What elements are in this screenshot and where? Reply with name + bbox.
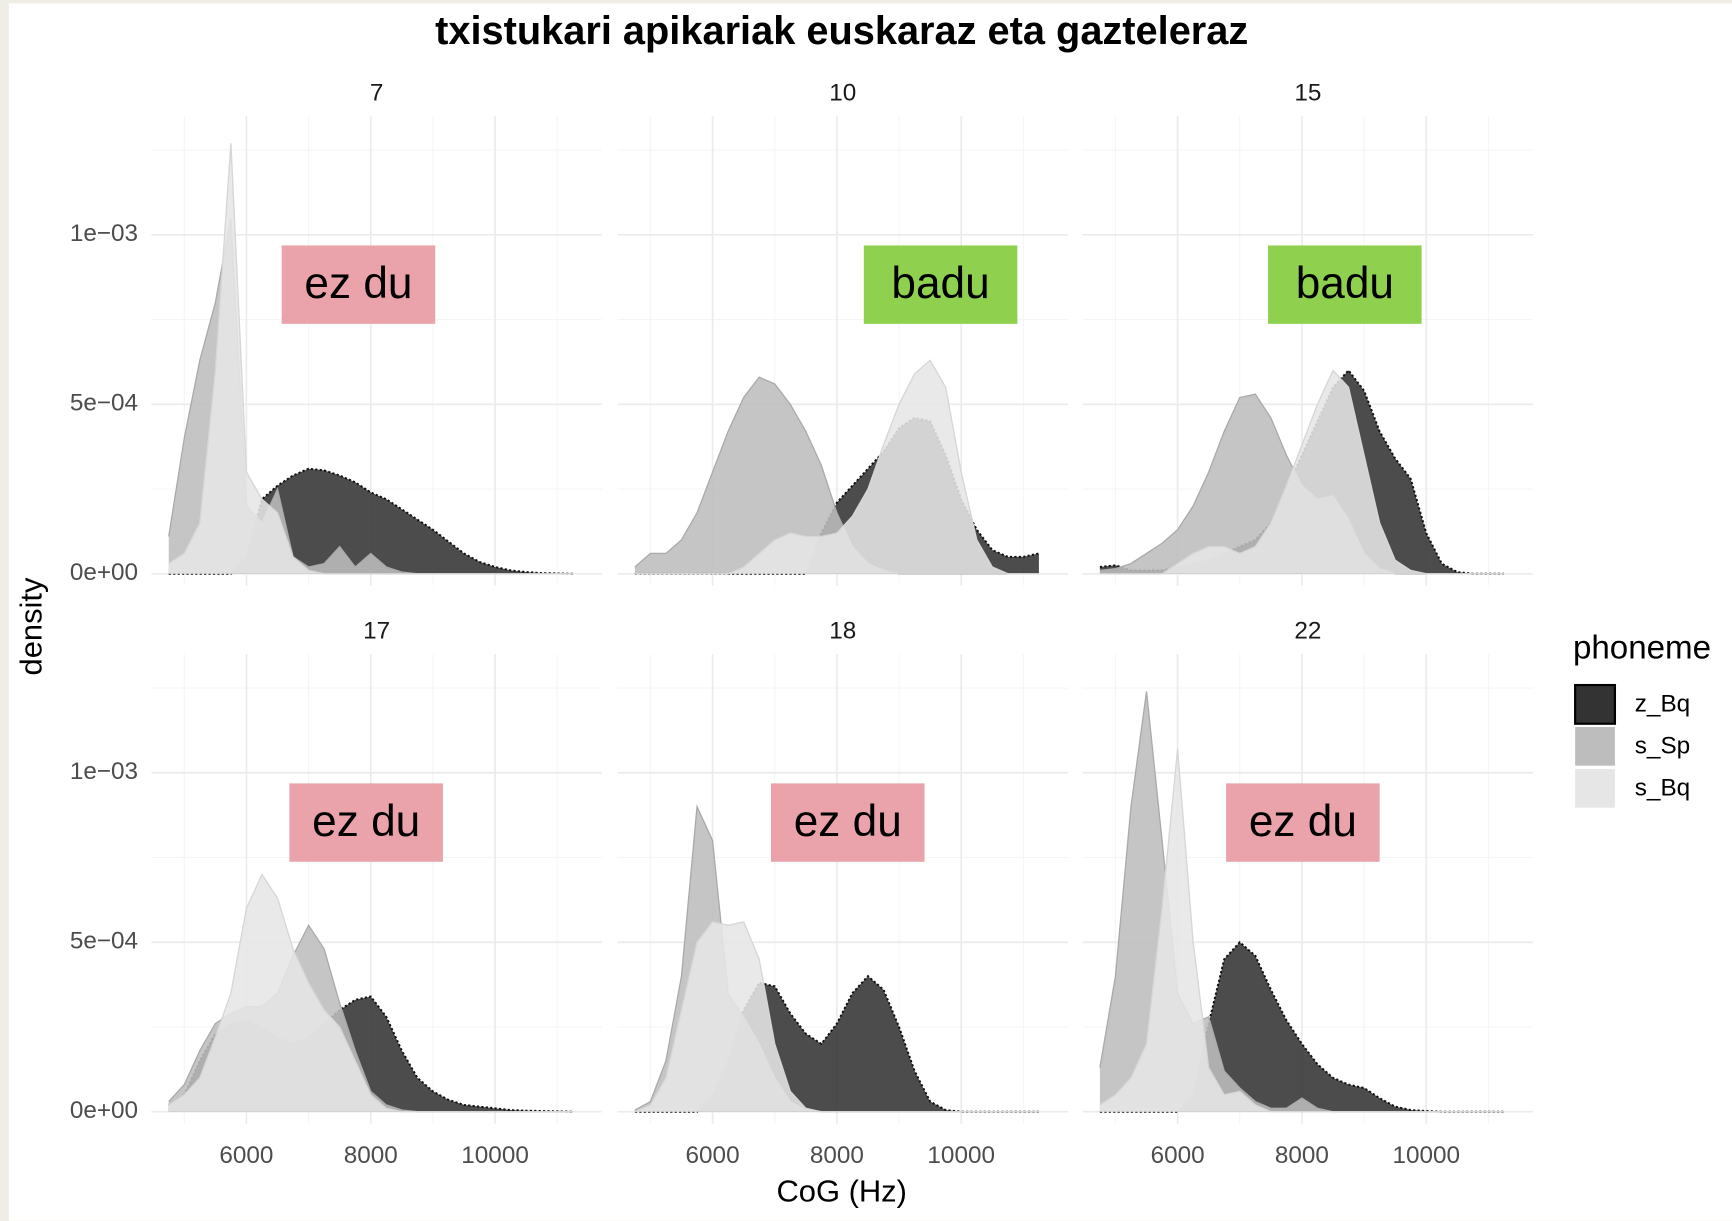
x-tick-label: 8000	[810, 1142, 864, 1169]
area-fill	[168, 143, 573, 574]
annotation-box	[1226, 783, 1380, 862]
annotation-box	[281, 245, 436, 324]
y-tick-label: 5e−04	[70, 390, 138, 417]
y-tick-label: 5e−04	[70, 928, 138, 955]
chart-title: txistukari apikariak euskaraz eta gaztel…	[435, 9, 1248, 53]
area-fill	[1099, 749, 1504, 1112]
x-tick-label: 8000	[344, 1142, 398, 1169]
legend-key	[1575, 727, 1615, 766]
legend-title: phoneme	[1573, 629, 1711, 666]
facet-title: 22	[1294, 617, 1321, 644]
annotation: badu	[1296, 259, 1394, 308]
annotation: ez du	[304, 259, 412, 308]
density-line	[1099, 369, 1504, 575]
density-line	[634, 376, 1039, 575]
facet-title: 7	[370, 80, 384, 107]
x-tick-label: 10000	[1392, 1142, 1460, 1169]
x-tick-label: 6000	[219, 1142, 273, 1169]
area-fill	[168, 874, 573, 1112]
density-line	[168, 873, 573, 1113]
annotation: ez du	[312, 797, 420, 846]
area-fill	[1099, 394, 1504, 574]
density-line	[634, 359, 1039, 575]
y-tick-label: 0e+00	[70, 1097, 138, 1124]
density-line	[168, 143, 573, 575]
annotation-box	[1268, 245, 1422, 324]
area-fill	[634, 921, 1039, 1112]
x-axis-label: CoG (Hz)	[776, 1173, 907, 1208]
legend-label: s_Sp	[1635, 732, 1690, 759]
y-tick-label: 1e−03	[70, 220, 138, 247]
annotation: ez du	[1249, 797, 1357, 846]
legend-key	[1575, 769, 1615, 808]
density-line	[1099, 748, 1504, 1113]
legend-label: z_Bq	[1635, 690, 1690, 717]
legend-key	[1574, 683, 1617, 725]
area-fill	[1099, 370, 1504, 574]
annotation-box	[771, 783, 925, 862]
y-axis-label: density	[13, 577, 48, 675]
y-tick-label: 0e+00	[70, 559, 138, 586]
y-tick-label: 1e−03	[70, 758, 138, 785]
density-line	[168, 467, 573, 575]
annotation: ez du	[794, 797, 902, 846]
x-tick-label: 6000	[686, 1142, 740, 1169]
facet-title: 17	[363, 617, 390, 644]
annotation-box	[863, 245, 1018, 324]
facet-title: 10	[829, 80, 856, 107]
x-tick-label: 6000	[1151, 1142, 1205, 1169]
facet-title: 18	[829, 617, 856, 644]
x-tick-label: 10000	[927, 1142, 995, 1169]
annotation: badu	[891, 259, 989, 308]
x-tick-label: 10000	[461, 1142, 529, 1169]
x-tick-label: 8000	[1275, 1142, 1329, 1169]
facet-title: 15	[1294, 80, 1321, 107]
area-fill	[634, 377, 1039, 574]
annotation-box	[289, 783, 443, 862]
area-fill	[634, 360, 1039, 574]
density-line	[634, 921, 1039, 1113]
legend-label: s_Bq	[1635, 774, 1690, 801]
